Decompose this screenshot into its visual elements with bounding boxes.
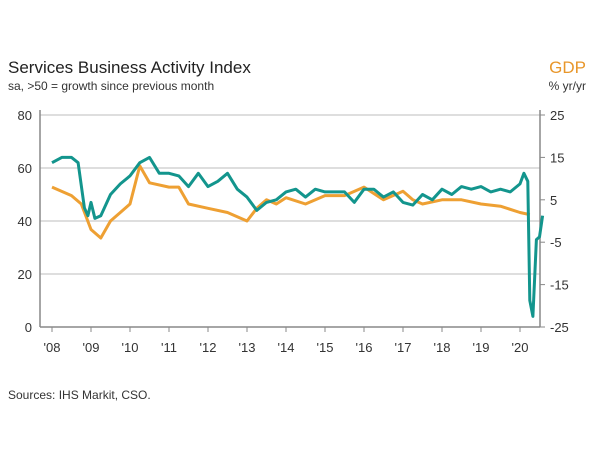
x-tick-label: '19 xyxy=(473,340,490,355)
y-tick-label: 20 xyxy=(18,267,32,282)
x-tick-label: '11 xyxy=(161,340,177,355)
x-tick-label: '08 xyxy=(44,340,61,355)
source-note: Sources: IHS Markit, CSO. xyxy=(8,388,151,402)
y2-tick-label: 15 xyxy=(550,150,564,165)
x-tick-label: '13 xyxy=(239,340,256,355)
x-tick-label: '12 xyxy=(200,340,217,355)
y-tick-label: 0 xyxy=(25,320,32,335)
x-tick-label: '20 xyxy=(512,340,529,355)
gdp-line xyxy=(51,164,531,240)
x-tick-label: '14 xyxy=(278,340,295,355)
y-tick-label: 60 xyxy=(18,161,32,176)
y2-tick-label: 25 xyxy=(550,108,564,123)
x-tick-label: '16 xyxy=(356,340,373,355)
right-axis-unit: % yr/yr xyxy=(548,79,586,93)
y2-tick-label: -15 xyxy=(550,278,569,293)
y-tick-label: 40 xyxy=(18,214,32,229)
right-axis-title: GDP xyxy=(549,58,586,77)
x-tick-label: '18 xyxy=(434,340,451,355)
y-tick-label: 80 xyxy=(18,108,32,123)
y2-tick-label: 5 xyxy=(550,193,557,208)
chart-title: Services Business Activity Index xyxy=(8,58,251,77)
chart-subtitle: sa, >50 = growth since previous month xyxy=(8,79,215,93)
x-tick-label: '09 xyxy=(83,340,100,355)
services-index-line xyxy=(51,155,545,318)
x-tick-label: '15 xyxy=(317,340,334,355)
y2-tick-label: -5 xyxy=(550,235,562,250)
x-tick-label: '10 xyxy=(122,340,139,355)
y2-tick-label: -25 xyxy=(550,320,569,335)
x-tick-label: '17 xyxy=(395,340,412,355)
